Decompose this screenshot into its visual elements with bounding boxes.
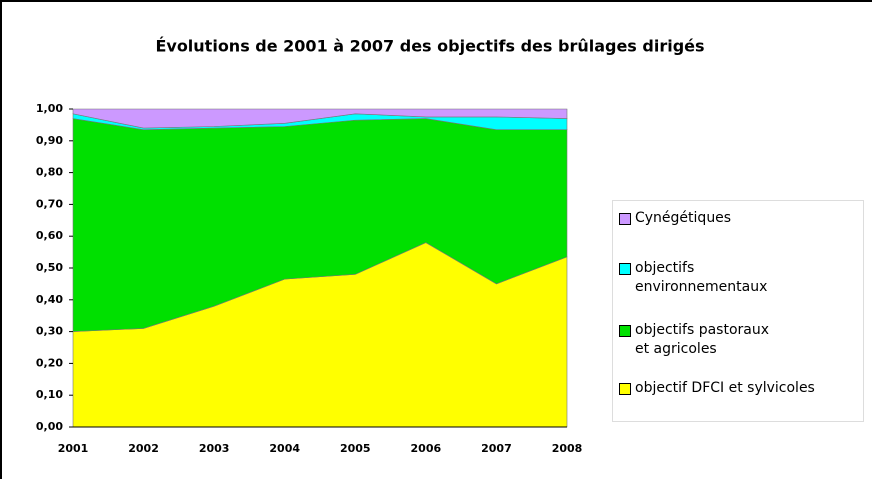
legend-swatch [619,325,631,337]
y-tick-label: 0,50 [36,261,63,274]
legend-item: objectifs environnementaux [619,259,859,297]
legend-swatch [619,213,631,225]
y-tick-label: 0,30 [36,325,63,338]
x-tick-label: 2006 [411,442,442,455]
legend-label: objectif DFCI et sylvicoles [635,380,815,396]
x-tick-label: 2001 [58,442,89,455]
y-tick-label: 0,10 [36,388,63,401]
legend-item: objectif DFCI et sylvicoles [619,379,859,398]
legend-label: objectifs pastoraux et agricoles [635,322,770,357]
x-tick-label: 2005 [340,442,371,455]
legend-swatch [619,383,631,395]
x-tick-label: 2003 [199,442,230,455]
y-tick-label: 1,00 [36,102,63,115]
x-tick-label: 2004 [269,442,300,455]
y-tick-label: 0,60 [36,229,63,242]
y-tick-label: 0,80 [36,166,63,179]
chart-title: Évolutions de 2001 à 2007 des objectifs … [155,37,704,56]
legend-label: Cynégétiques [635,210,732,226]
y-tick-label: 0,20 [36,356,63,369]
y-tick-label: 0,00 [36,420,63,433]
x-tick-label: 2002 [128,442,159,455]
legend: Cynégétiques objectifs environnementaux ob… [612,200,864,422]
legend-label: objectifs environnementaux [635,260,768,295]
legend-swatch [619,263,631,275]
legend-item: Cynégétiques [619,209,859,228]
legend-item: objectifs pastoraux et agricoles [619,321,859,359]
y-tick-label: 0,40 [36,293,63,306]
x-tick-label: 2008 [552,442,583,455]
area [72,108,568,129]
x-tick-label: 2007 [481,442,512,455]
y-tick-label: 0,70 [36,197,63,210]
y-tick-label: 0,90 [36,134,63,147]
